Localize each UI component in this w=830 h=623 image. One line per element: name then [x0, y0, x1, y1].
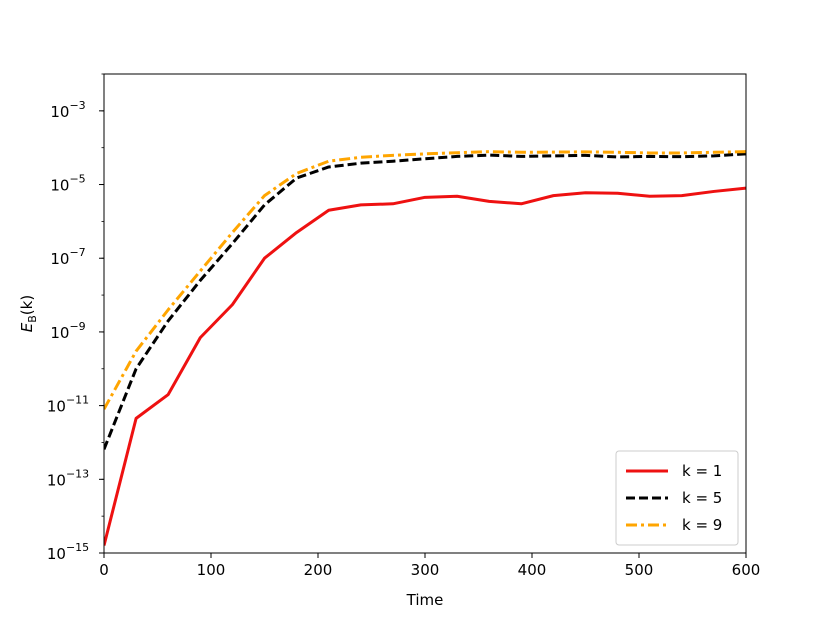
y-tick-label: 10−15: [47, 541, 89, 563]
x-tick-label: 300: [411, 561, 440, 579]
series-line-1: [104, 186, 747, 546]
y-axis-title-arg: (k): [18, 295, 36, 315]
x-tick-label: 500: [625, 561, 654, 579]
y-tick-base: 10: [50, 177, 69, 195]
x-tick-label: 600: [732, 561, 761, 579]
legend: k = 1 k = 5 k = 9: [615, 450, 739, 546]
x-tick-label: 400: [518, 561, 547, 579]
y-tick-exponent: −13: [66, 467, 89, 480]
y-axis-title: EB(k): [18, 295, 39, 332]
y-tick-base: 10: [47, 545, 66, 563]
y-tick-base: 10: [50, 103, 69, 121]
x-tick-label: 200: [304, 561, 333, 579]
x-axis-title: Time: [406, 591, 444, 609]
x-axis-ticks: 0 100 200 300 400 500 600: [99, 553, 760, 579]
plot-area-frame: [103, 73, 747, 554]
y-tick-exponent: −15: [66, 541, 89, 554]
legend-label-2: k = 5: [682, 489, 722, 507]
series-line-3: [104, 150, 747, 410]
y-tick-exponent: −7: [69, 246, 85, 259]
y-tick-exponent: −11: [66, 394, 89, 407]
y-tick-exponent: −5: [69, 173, 85, 186]
series-lines: [104, 150, 747, 546]
y-tick-label: 10−3: [50, 99, 85, 121]
y-tick-label: 10−5: [50, 173, 85, 195]
y-tick-label: 10−11: [47, 394, 89, 416]
y-tick-exponent: −9: [69, 320, 85, 333]
y-tick-base: 10: [50, 250, 69, 268]
y-tick-base: 10: [47, 398, 66, 416]
legend-label-1: k = 1: [682, 462, 722, 480]
legend-label-3: k = 9: [682, 516, 722, 534]
y-axis-title-sub: B: [26, 315, 39, 323]
y-tick-exponent: −3: [69, 99, 85, 112]
y-axis-title-arg-text: (k): [18, 295, 36, 315]
x-tick-label: 100: [197, 561, 226, 579]
y-tick-label: 10−13: [47, 467, 89, 489]
y-tick-label: 10−7: [50, 246, 85, 268]
series-line-2: [104, 152, 747, 450]
x-tick-label: 0: [99, 561, 109, 579]
y-tick-label: 10−9: [50, 320, 85, 342]
y-tick-base: 10: [50, 324, 69, 342]
y-tick-base: 10: [47, 471, 66, 489]
y-axis-title-base: E: [18, 322, 36, 332]
legend-box: [615, 450, 739, 546]
